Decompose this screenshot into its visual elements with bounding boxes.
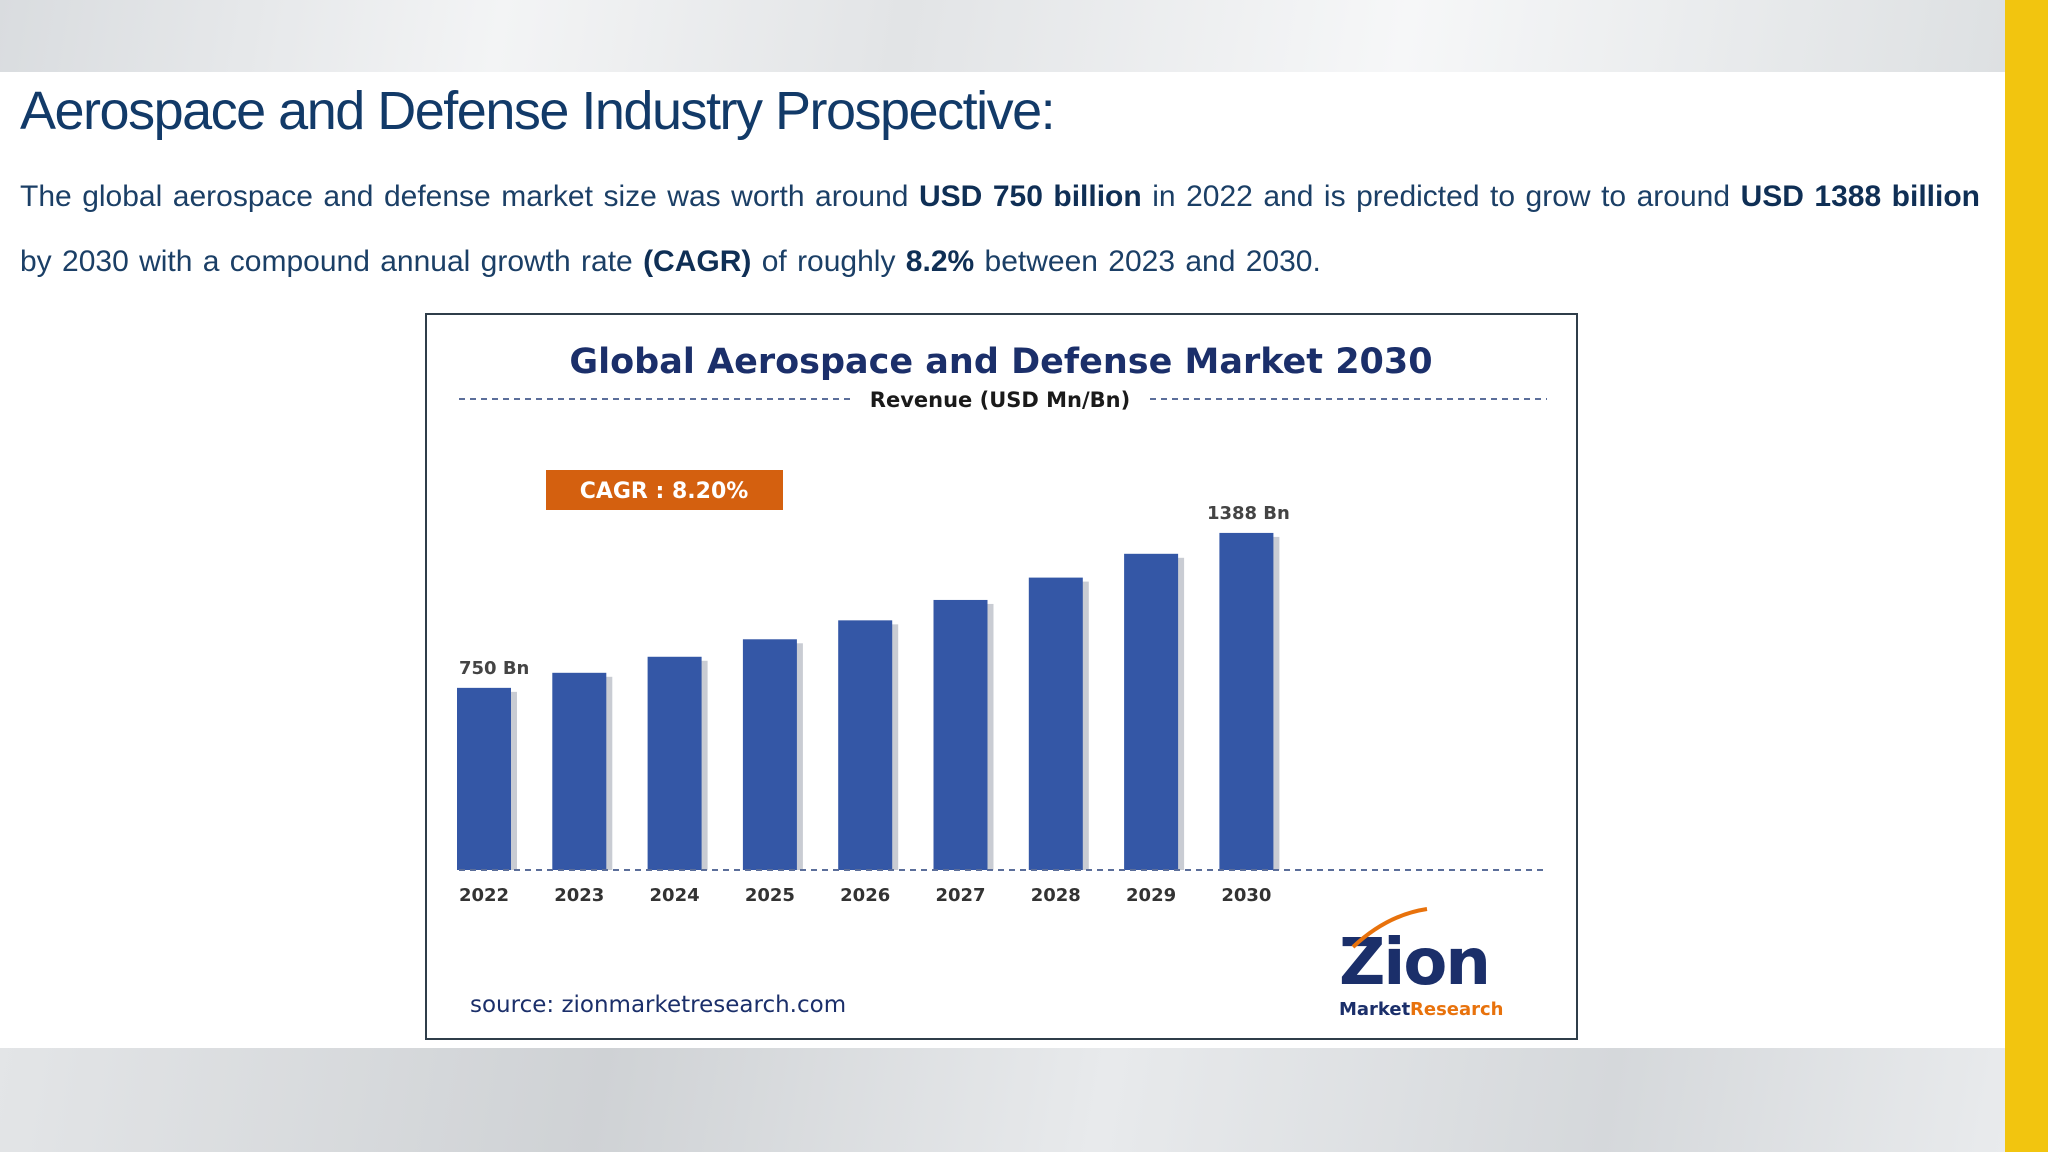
bar-2022 (457, 687, 511, 870)
logo-tagline-market: Market (1339, 999, 1411, 1020)
content-panel: Aerospace and Defense Industry Prospecti… (0, 72, 2005, 1048)
background-top-banner (0, 0, 2005, 72)
x-tick-label-2022: 2022 (459, 885, 509, 906)
intro-text-5: between 2023 and 2030. (974, 245, 1321, 278)
x-tick-label-2029: 2029 (1126, 885, 1176, 906)
logo-swoosh-icon (1351, 907, 1428, 949)
intro-text-1: The global aerospace and defense market … (20, 180, 919, 213)
market-bar-chart: Global Aerospace and Defense Market 2030… (457, 342, 1547, 1020)
intro-highlight-cagr: (CAGR) (643, 245, 752, 278)
intro-highlight-2022-value: USD 750 billion (918, 180, 1142, 213)
data-label-2022: 750 Bn (459, 658, 529, 679)
cagr-badge-text: CAGR : 8.20% (580, 479, 749, 504)
source-credit: source: zionmarketresearch.com (470, 992, 846, 1018)
x-tick-label-2027: 2027 (935, 885, 985, 906)
logo-tagline-research: Research (1410, 999, 1504, 1020)
intro-text-4: of roughly (751, 245, 906, 278)
x-tick-label-2028: 2028 (1031, 885, 1081, 906)
zion-logo: Zion Market Research (1339, 907, 1504, 1020)
bar-2030 (1219, 532, 1274, 870)
bar-2027 (933, 599, 988, 870)
page-title: Aerospace and Defense Industry Prospecti… (20, 81, 1056, 141)
x-tick-label-2025: 2025 (745, 885, 795, 906)
data-label-2030: 1388 Bn (1207, 503, 1290, 524)
x-tick-label-2026: 2026 (840, 885, 890, 906)
bar-2026 (838, 620, 893, 870)
bar-2028 (1028, 577, 1083, 870)
x-tick-label-2024: 2024 (650, 885, 700, 906)
bars-layer: 2022 750 Bn 2023 2024 2025 2026 2027 2028 2029 20… (457, 503, 1290, 906)
accent-side-bar (2005, 0, 2048, 1152)
intro-highlight-rate: 8.2% (905, 245, 975, 278)
cagr-badge (546, 470, 783, 510)
intro-highlight-2030-value: USD 1388 billion (1740, 180, 1980, 213)
chart-title: Global Aerospace and Defense Market 2030 (569, 342, 1432, 382)
x-tick-label-2030: 2030 (1221, 885, 1271, 906)
chart-image-frame: Global Aerospace and Defense Market 2030… (425, 313, 1578, 1040)
bar-2023 (552, 672, 607, 870)
chart-subtitle: Revenue (USD Mn/Bn) (870, 388, 1130, 412)
bar-2025 (742, 639, 797, 870)
bar-2029 (1124, 553, 1179, 870)
background-bottom-banner (0, 1048, 2005, 1152)
intro-text-3: by 2030 with a compound annual growth ra… (20, 245, 644, 278)
intro-paragraph: The global aerospace and defense market … (20, 164, 1980, 294)
intro-text-2: in 2022 and is predicted to grow to arou… (1141, 180, 1741, 213)
x-tick-label-2023: 2023 (554, 885, 604, 906)
bar-2024 (647, 656, 702, 870)
